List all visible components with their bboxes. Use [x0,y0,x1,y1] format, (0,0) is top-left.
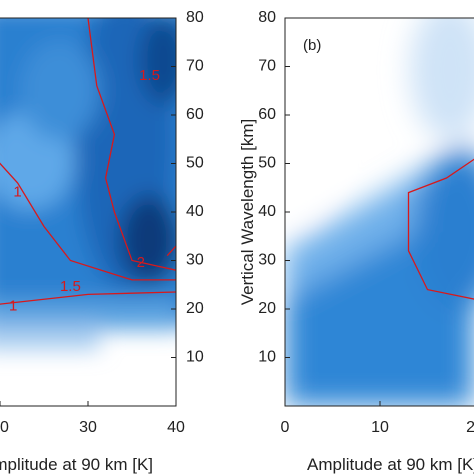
y-tick-label: 10 [186,349,204,366]
contour-lines-b [407,158,474,300]
y-tick-label: 40 [186,203,204,220]
x-tick-label: 20 [466,419,474,436]
contour-label: 2 [137,254,145,271]
panel-b: 0 10 20 10 20 30 40 50 60 70 80 Vertical Waveleng… [238,9,474,474]
contour-lines-a [0,18,176,305]
y-tick-label: 70 [186,58,204,75]
y-tick-label: 60 [258,106,276,123]
y-axis-label: Vertical Wavelength [km] [238,119,257,305]
panel-a: 1.5 1 2 1.5 1 20 30 40 10 20 30 40 50 60 70 80 Amplit… [0,9,204,474]
x-tick-label: 20 [0,419,9,436]
contour-line [407,158,474,300]
x-axis-a: 20 30 40 [0,401,185,436]
panel-label-b: (b) [303,37,321,54]
y-tick-label: 80 [186,9,204,26]
x-tick-label: 40 [167,419,185,436]
contour-label: 1.5 [60,278,81,295]
y-tick-label: 50 [258,155,276,172]
heatmap-b [285,18,474,406]
x-axis-label-a: Amplitude at 90 km [K] [0,455,153,474]
y-tick-label: 20 [186,300,204,317]
x-axis-label-b: Amplitude at 90 km [K] [307,455,474,474]
y-tick-label: 50 [186,155,204,172]
contour-labels-a: 1.5 1 2 1.5 1 [9,67,160,314]
contour-label: 1 [9,298,17,315]
x-tick-label: 30 [79,419,97,436]
heatmap-a [0,18,176,406]
x-tick-label: 0 [281,419,290,436]
x-axis-b: 0 10 20 [281,401,474,436]
contour-label: 1 [13,184,21,201]
y-tick-label: 10 [258,349,276,366]
y-tick-label: 70 [258,58,276,75]
y-tick-label: 80 [258,9,276,26]
y-tick-label: 40 [258,203,276,220]
contour-line [0,291,176,305]
y-axis-a: 10 20 30 40 50 60 70 80 [171,9,204,366]
contour-line [87,18,176,271]
y-tick-label: 20 [258,300,276,317]
contour-line [166,245,176,257]
y-tick-label: 30 [186,252,204,269]
x-tick-label: 10 [371,419,389,436]
contour-label: 1.5 [139,67,160,84]
y-tick-label: 60 [186,106,204,123]
y-tick-label: 30 [258,252,276,269]
y-axis-b: 10 20 30 40 50 60 70 80 [258,9,290,366]
contour-line [0,162,176,281]
